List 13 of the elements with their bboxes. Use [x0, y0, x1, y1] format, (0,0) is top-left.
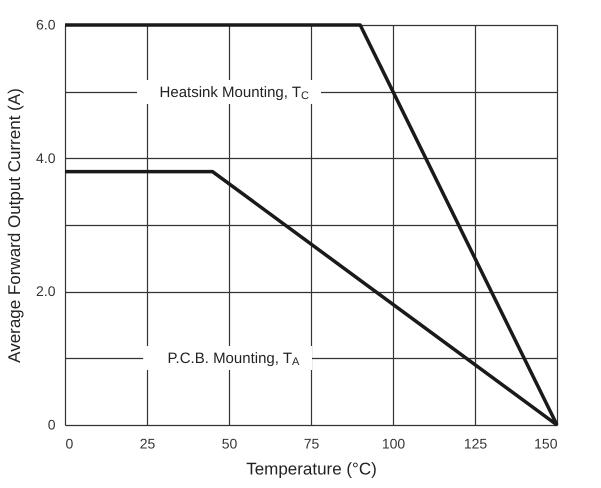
x-tick-label: 25 — [140, 436, 156, 452]
x-tick-label: 100 — [382, 436, 406, 452]
y-tick-label: 6.0 — [36, 16, 56, 32]
x-axis-title: Temperature (°C) — [246, 460, 377, 478]
y-tick-label: 4.0 — [36, 150, 56, 166]
x-tick-label: 75 — [304, 436, 320, 452]
y-tick-label: 0 — [48, 416, 56, 432]
y-axis-title: Average Forward Output Current (A) — [5, 88, 24, 363]
x-tick-label: 50 — [222, 436, 238, 452]
y-tick-label: 2.0 — [36, 283, 56, 300]
x-tick-label: 0 — [66, 436, 74, 452]
x-tick-label: 125 — [464, 436, 488, 452]
x-tick-label: 150 — [534, 436, 558, 452]
